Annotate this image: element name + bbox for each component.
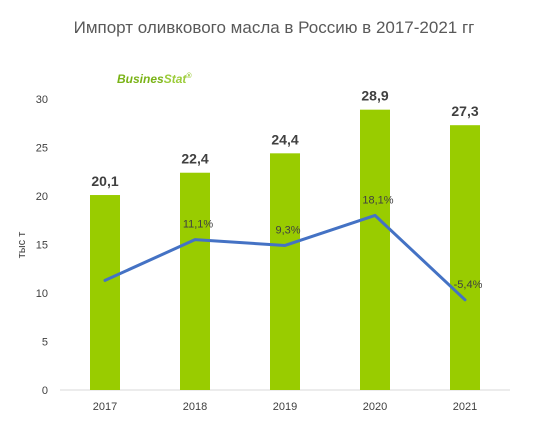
logo-text-a: Busines — [117, 72, 164, 86]
growth-labels: 11,1% 9,3% 18,1% -5,4% — [183, 194, 483, 290]
y-axis-label: тыс т — [16, 232, 28, 259]
logo-text-b: Stat — [164, 72, 188, 86]
x-tick-label: 2018 — [183, 401, 207, 413]
x-tick-label: 2017 — [93, 401, 117, 413]
x-tick-label: 2021 — [453, 401, 477, 413]
bar — [180, 172, 210, 390]
bar-labels: 20,1 22,4 24,4 28,9 27,3 — [91, 88, 478, 189]
bar-value-label: 22,4 — [181, 151, 208, 167]
bar-value-label: 28,9 — [361, 88, 388, 104]
y-tick-label: 15 — [36, 240, 48, 252]
y-tick-label: 10 — [36, 288, 48, 300]
bar — [360, 109, 390, 391]
chart-title: Импорт оливкового масла в Россию в 2017-… — [74, 18, 475, 37]
x-tick-label: 2020 — [363, 401, 387, 413]
svg-text:BusinesStat®: BusinesStat® — [117, 72, 192, 86]
y-tick-label: 30 — [36, 94, 48, 106]
bars — [90, 109, 480, 391]
y-axis-ticks: 0 5 10 15 20 25 30 — [36, 94, 48, 397]
bar — [270, 153, 300, 390]
logo-mark: ® — [186, 72, 192, 80]
y-tick-label: 5 — [42, 337, 48, 349]
y-tick-label: 0 — [42, 385, 48, 397]
bar-value-label: 24,4 — [271, 131, 298, 147]
growth-value-label: 11,1% — [183, 219, 214, 231]
growth-line-path — [103, 213, 467, 302]
bar — [450, 125, 480, 390]
growth-value-label: 9,3% — [275, 224, 300, 236]
growth-value-label: 18,1% — [362, 194, 393, 206]
y-tick-label: 25 — [36, 143, 48, 155]
growth-line — [103, 213, 467, 302]
logo: BusinesStat® — [117, 72, 192, 86]
bar-value-label: 27,3 — [451, 103, 478, 119]
x-tick-label: 2019 — [273, 401, 297, 413]
y-tick-label: 20 — [36, 191, 48, 203]
growth-value-label: -5,4% — [454, 279, 483, 291]
bar — [90, 195, 120, 390]
bar-value-label: 20,1 — [91, 173, 118, 189]
x-axis: 2017 2018 2019 2020 2021 — [60, 389, 510, 413]
